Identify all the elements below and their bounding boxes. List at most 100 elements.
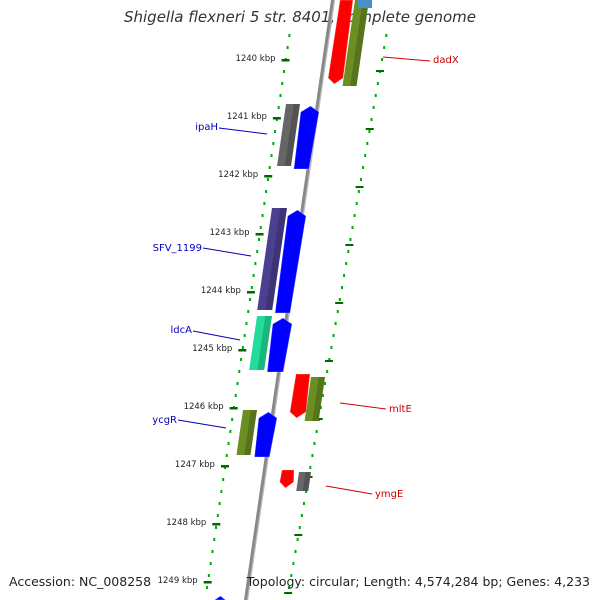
scale-tick	[212, 523, 221, 526]
ycgR-cog-block	[236, 410, 257, 455]
inner-ruler-dot	[259, 226, 262, 229]
gene-label-mltE: mltE	[389, 404, 412, 415]
ipaH-cds-arrow	[293, 106, 319, 169]
scale-tick	[281, 59, 290, 62]
map-title: Shigella flexneri 5 str. 8401, complete …	[123, 8, 477, 26]
SFV_1199-cds-arrow	[275, 210, 306, 313]
inner-ruler-dot	[206, 586, 209, 589]
outer-ruler-dot	[372, 106, 375, 109]
inner-ruler-dot	[266, 178, 269, 181]
scale-tick	[203, 581, 212, 584]
outer-ruler-dot	[309, 466, 312, 469]
gene-label-ipaH: ipaH	[195, 122, 218, 133]
ldcA-cog-block	[249, 316, 272, 370]
inner-ruler-dot	[227, 442, 230, 445]
dadX-leader-line	[382, 56, 431, 62]
outer-scale-tick	[284, 592, 293, 594]
inner-ruler-dot	[272, 142, 275, 145]
outer-ruler-dot	[362, 166, 365, 169]
inner-ruler-dot	[250, 286, 253, 289]
inner-ruler-dot	[218, 502, 221, 505]
inner-ruler-dot	[229, 430, 232, 433]
ymgE-cog-block-shade	[302, 472, 311, 491]
inner-ruler-dot	[263, 202, 266, 205]
ldcA-cds-arrow	[267, 318, 292, 372]
accession-text: Accession: NC_008258	[9, 574, 152, 589]
inner-ruler-dot	[222, 478, 225, 481]
inner-ruler-dot	[286, 46, 289, 49]
ipaH-leader-line	[218, 127, 268, 135]
inner-ruler-dot	[283, 70, 286, 73]
inner-ruler-dot	[211, 550, 214, 553]
inner-ruler-dot	[236, 382, 239, 385]
ycgR-cds-arrow-outline	[253, 411, 278, 458]
inner-ruler-dot	[243, 334, 246, 337]
outer-ruler-dot	[364, 154, 367, 157]
outer-ruler-dot	[290, 574, 293, 577]
inner-ruler-dot	[234, 394, 237, 397]
inner-ruler-dot	[257, 238, 260, 241]
outer-scale-tick	[345, 244, 354, 246]
inner-ruler-dot	[277, 106, 280, 109]
SFV_1199-cds-arrow-outline	[274, 209, 307, 314]
outer-ruler-dot	[292, 562, 295, 565]
outer-ruler-dot	[311, 454, 314, 457]
inner-ruler-dot	[254, 262, 257, 265]
outer-scale-tick	[335, 302, 344, 304]
scale-tick-label: 1244 kbp	[201, 286, 241, 296]
outer-ruler-dot	[353, 214, 356, 217]
outer-ruler-dot	[336, 310, 339, 313]
outer-ruler-dot	[383, 46, 386, 49]
ycgR-cds-arrow	[254, 412, 277, 457]
ymgE-cog-block	[296, 472, 311, 491]
outer-ruler-dot	[349, 238, 352, 241]
scale-tick-label: 1241 kbp	[227, 112, 267, 122]
outer-ruler-dot	[300, 514, 303, 517]
gene-label-ycgR: ycgR	[152, 415, 177, 426]
inner-ruler-dot	[288, 34, 291, 37]
genome-summary: Topology: circular; Length: 4,574,284 bp…	[246, 574, 590, 589]
outer-ruler-dot	[319, 406, 322, 409]
inner-ruler-dot	[279, 94, 282, 97]
mltE-cog-block-shade	[312, 377, 325, 421]
scale-tick	[255, 233, 264, 236]
inner-ruler-dot	[231, 418, 234, 421]
outer-ruler-dot	[305, 490, 308, 493]
dadX-cds-arrow-outline	[327, 0, 354, 85]
ldcA-cog-block-shade	[257, 316, 272, 370]
inner-ruler-dot	[274, 130, 277, 133]
scale-ruler: 1240 kbp 1241 kbp 1242 kbp 1243 kbp 1244 kbp…	[158, 54, 384, 594]
inner-ruler-dot	[245, 322, 248, 325]
outer-scale-tick	[355, 186, 364, 188]
scale-tick-label: 1249 kbp	[158, 576, 198, 586]
outer-ruler-dot	[343, 274, 346, 277]
outer-ruler-dot	[294, 550, 297, 553]
scale-tick-label: 1247 kbp	[175, 460, 215, 470]
mltE-cds-arrow-outline	[289, 373, 311, 419]
outer-ruler-dot	[313, 442, 316, 445]
outer-ruler-dot	[366, 142, 369, 145]
outer-scale-tick	[375, 70, 384, 72]
inner-ruler-dot	[241, 346, 244, 349]
outer-ruler-dot	[326, 370, 329, 373]
inner-ruler-dot	[268, 166, 271, 169]
inner-ruler-dot	[249, 298, 252, 301]
outer-ruler-dot	[359, 178, 362, 181]
outer-ruler-dot	[357, 190, 360, 193]
gene-label-SFV_1199: SFV_1199	[153, 243, 202, 254]
outer-ruler-dot	[288, 586, 291, 589]
ymgE-cds-arrow-outline	[279, 469, 295, 489]
inner-ruler-dot	[261, 214, 264, 217]
ipaH-cog-block-shade	[284, 104, 300, 166]
gene-label-dadX: dadX	[433, 55, 459, 66]
mltE-cog-block	[304, 377, 325, 421]
ldcA-cds-arrow-outline	[266, 317, 293, 373]
outer-scale-tick	[365, 128, 374, 130]
inner-ruler-dot	[225, 454, 228, 457]
outer-ruler-dot	[315, 430, 318, 433]
scale-tick	[220, 465, 229, 468]
outer-ruler-dot	[347, 250, 350, 253]
SFV_1199-cog-block	[257, 208, 287, 310]
scale-tick	[264, 175, 273, 178]
SFV_1199-cog-block-shade	[265, 208, 287, 310]
